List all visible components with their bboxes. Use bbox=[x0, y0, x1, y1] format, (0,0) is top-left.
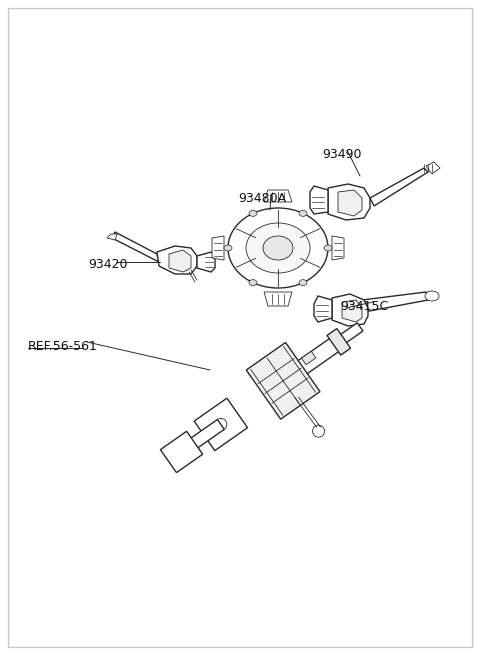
Polygon shape bbox=[112, 232, 159, 262]
Polygon shape bbox=[169, 250, 191, 272]
Polygon shape bbox=[194, 398, 248, 451]
Polygon shape bbox=[264, 190, 292, 202]
Polygon shape bbox=[332, 236, 344, 260]
Ellipse shape bbox=[246, 223, 310, 273]
Ellipse shape bbox=[249, 280, 257, 286]
Polygon shape bbox=[332, 294, 368, 326]
Polygon shape bbox=[107, 234, 117, 240]
Polygon shape bbox=[333, 323, 363, 348]
Ellipse shape bbox=[224, 245, 232, 251]
Polygon shape bbox=[197, 252, 215, 272]
Polygon shape bbox=[328, 184, 370, 220]
Polygon shape bbox=[301, 351, 316, 365]
Polygon shape bbox=[160, 431, 203, 473]
Text: 93415C: 93415C bbox=[340, 300, 388, 313]
Text: 93480A: 93480A bbox=[238, 192, 286, 205]
Circle shape bbox=[312, 425, 324, 437]
Polygon shape bbox=[426, 162, 440, 174]
Polygon shape bbox=[338, 190, 362, 216]
Ellipse shape bbox=[263, 236, 293, 260]
Ellipse shape bbox=[249, 210, 257, 216]
Text: 93490: 93490 bbox=[322, 148, 361, 161]
Polygon shape bbox=[177, 419, 224, 458]
Polygon shape bbox=[314, 296, 332, 322]
Text: REF.56-561: REF.56-561 bbox=[28, 340, 98, 353]
Polygon shape bbox=[246, 343, 320, 419]
Ellipse shape bbox=[324, 245, 332, 251]
Polygon shape bbox=[265, 337, 340, 396]
Polygon shape bbox=[342, 300, 362, 322]
Polygon shape bbox=[310, 186, 328, 214]
Polygon shape bbox=[212, 236, 224, 260]
Ellipse shape bbox=[425, 291, 439, 301]
Ellipse shape bbox=[228, 208, 328, 288]
Polygon shape bbox=[370, 168, 428, 206]
Text: 93420: 93420 bbox=[88, 258, 128, 271]
Polygon shape bbox=[157, 246, 197, 274]
Ellipse shape bbox=[299, 210, 307, 216]
Polygon shape bbox=[264, 292, 292, 306]
Polygon shape bbox=[327, 329, 350, 355]
Circle shape bbox=[215, 419, 227, 430]
Polygon shape bbox=[362, 292, 428, 312]
Ellipse shape bbox=[299, 280, 307, 286]
